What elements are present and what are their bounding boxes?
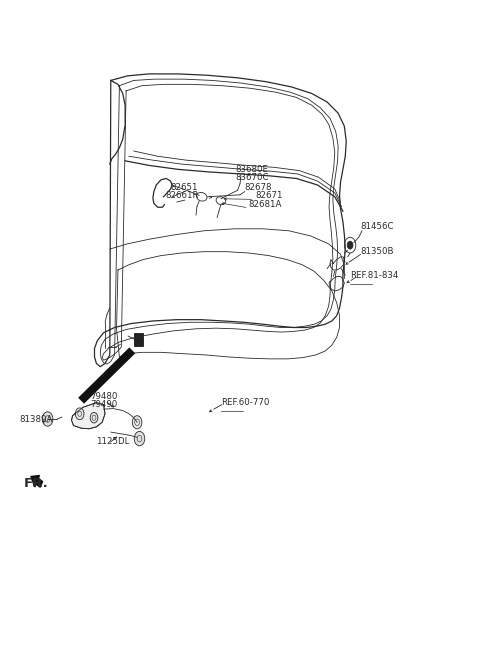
Polygon shape <box>72 403 105 429</box>
Text: REF.60-770: REF.60-770 <box>221 398 269 407</box>
Bar <box>134 333 144 346</box>
Circle shape <box>132 416 142 429</box>
Circle shape <box>90 413 98 423</box>
Circle shape <box>75 408 84 420</box>
Text: 81456C: 81456C <box>360 222 394 231</box>
Text: 79480: 79480 <box>91 392 118 401</box>
Text: 81389A: 81389A <box>19 415 52 424</box>
Text: FR.: FR. <box>24 477 48 489</box>
Text: 82661R: 82661R <box>166 191 199 200</box>
Circle shape <box>42 412 53 426</box>
Circle shape <box>347 241 353 249</box>
Text: 82681A: 82681A <box>249 200 282 208</box>
Circle shape <box>134 432 145 446</box>
Text: 81350B: 81350B <box>360 246 394 255</box>
Text: 1125DL: 1125DL <box>96 438 130 447</box>
Text: 79490: 79490 <box>91 400 118 409</box>
Text: 82678: 82678 <box>245 183 272 191</box>
Text: 82651: 82651 <box>170 183 198 191</box>
FancyArrow shape <box>31 476 43 487</box>
Text: REF.81-834: REF.81-834 <box>350 271 398 280</box>
Text: 82671: 82671 <box>255 191 283 200</box>
Text: 83670C: 83670C <box>235 174 269 182</box>
Text: 83680E: 83680E <box>235 165 268 174</box>
